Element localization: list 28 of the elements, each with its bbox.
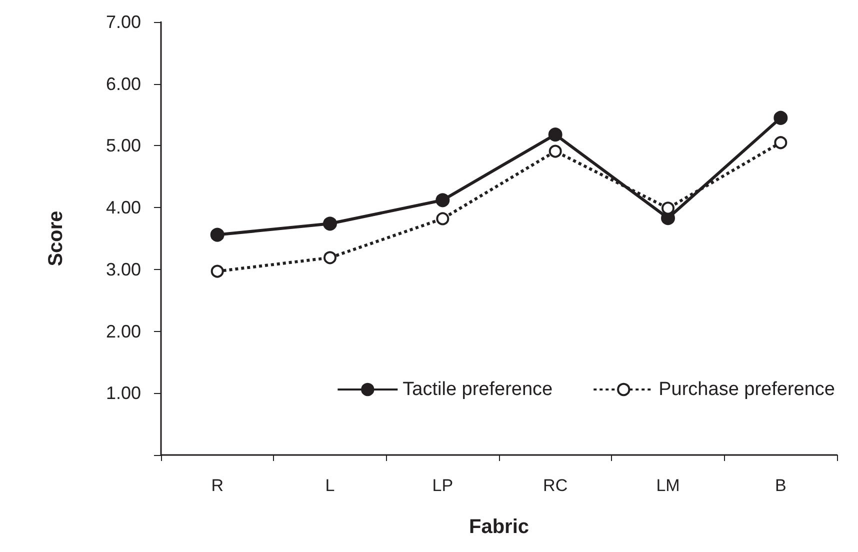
- x-axis-title: Fabric: [468, 516, 530, 538]
- y-tick-label: 6.00: [106, 74, 141, 94]
- point: [210, 264, 224, 278]
- y-tick-label: 7.00: [106, 12, 141, 32]
- legend-label: Purchase preference: [658, 379, 836, 400]
- point: [774, 136, 788, 150]
- x-tick-label: L: [325, 476, 335, 495]
- x-tick-label: B: [774, 476, 786, 495]
- x-tick-label: LP: [432, 476, 454, 495]
- point: [548, 128, 562, 142]
- point: [210, 228, 224, 242]
- legend-label: Tactile preference: [402, 379, 553, 400]
- y-tick-label: 3.00: [106, 259, 141, 280]
- y-tick-label: 1.00: [106, 383, 141, 404]
- x-tick-label: LM: [656, 476, 680, 495]
- point: [548, 144, 562, 158]
- point: [436, 193, 450, 208]
- y-tick-label: 5.00: [106, 136, 141, 156]
- x-tick-label: RC: [543, 476, 568, 495]
- point: [324, 251, 336, 264]
- y-tick-label: 2.00: [106, 321, 141, 342]
- point: [774, 110, 788, 125]
- point: [323, 216, 337, 231]
- point: [436, 212, 450, 226]
- point: [662, 202, 674, 215]
- y-axis-title: Score: [45, 210, 67, 266]
- y-tick-label: 4.00: [106, 198, 141, 218]
- x-tick-label: R: [211, 476, 224, 495]
